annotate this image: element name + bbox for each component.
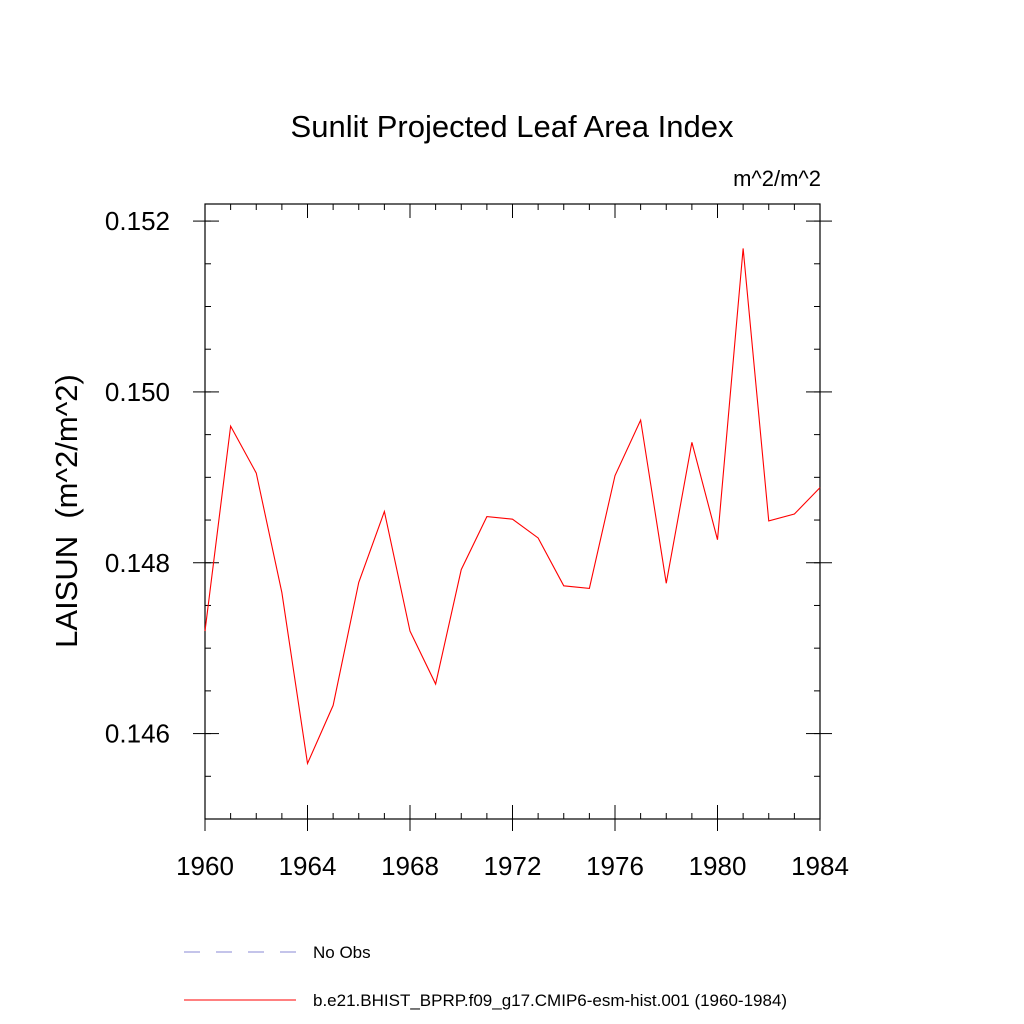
- data-point: [589, 588, 590, 589]
- y-axis-label: LAISUN (m^2/m^2): [49, 374, 84, 648]
- x-tick-label: 1972: [484, 851, 542, 881]
- chart-title: Sunlit Projected Leaf Area Index: [291, 109, 734, 144]
- data-point: [563, 585, 564, 586]
- data-point: [256, 472, 257, 473]
- y-tick-label: 0.148: [105, 548, 170, 578]
- y-tick-label: 0.146: [105, 719, 170, 749]
- y-tick-label: 0.150: [105, 377, 170, 407]
- units-label: m^2/m^2: [733, 166, 821, 191]
- data-point: [204, 630, 205, 631]
- plot-frame: [204, 203, 821, 820]
- legend: No Obs b.e21.BHIST_BPRP.f09_g17.CMIP6-esm…: [184, 943, 787, 1010]
- x-tick-label: 1980: [689, 851, 747, 881]
- data-point: [743, 248, 744, 249]
- data-point: [333, 705, 334, 706]
- axes: [204, 203, 821, 820]
- x-tick-label: 1960: [176, 851, 234, 881]
- data-point: [486, 516, 487, 517]
- legend-label: No Obs: [313, 943, 371, 962]
- x-tick-label: 1964: [279, 851, 337, 881]
- x-tick-label: 1976: [586, 851, 644, 881]
- data-point: [358, 582, 359, 583]
- data-point: [512, 519, 513, 520]
- data-point: [435, 683, 436, 684]
- x-tick-label: 1984: [791, 851, 849, 881]
- series-line: [204, 248, 821, 766]
- data-point: [384, 511, 385, 512]
- data-point: [307, 763, 308, 764]
- data-point: [461, 569, 462, 570]
- legend-label: b.e21.BHIST_BPRP.f09_g17.CMIP6-esm-hist.…: [313, 991, 787, 1010]
- ticks: 1960 1964 1968 1972 1976 1980 1984 0.146 0.148 0.…: [105, 204, 849, 881]
- data-point: [281, 592, 282, 593]
- data-point: [717, 539, 718, 540]
- data-point: [768, 520, 769, 521]
- data-point: [538, 537, 539, 538]
- data-point: [666, 583, 667, 584]
- data-point: [691, 442, 692, 443]
- y-tick-label: 0.152: [105, 206, 170, 236]
- data-point: [230, 425, 231, 426]
- data-point: [819, 487, 820, 488]
- data-point: [614, 475, 615, 476]
- series-layer: [204, 248, 821, 766]
- data-point: [640, 420, 641, 421]
- data-point: [409, 630, 410, 631]
- data-point: [794, 513, 795, 514]
- x-tick-label: 1968: [381, 851, 439, 881]
